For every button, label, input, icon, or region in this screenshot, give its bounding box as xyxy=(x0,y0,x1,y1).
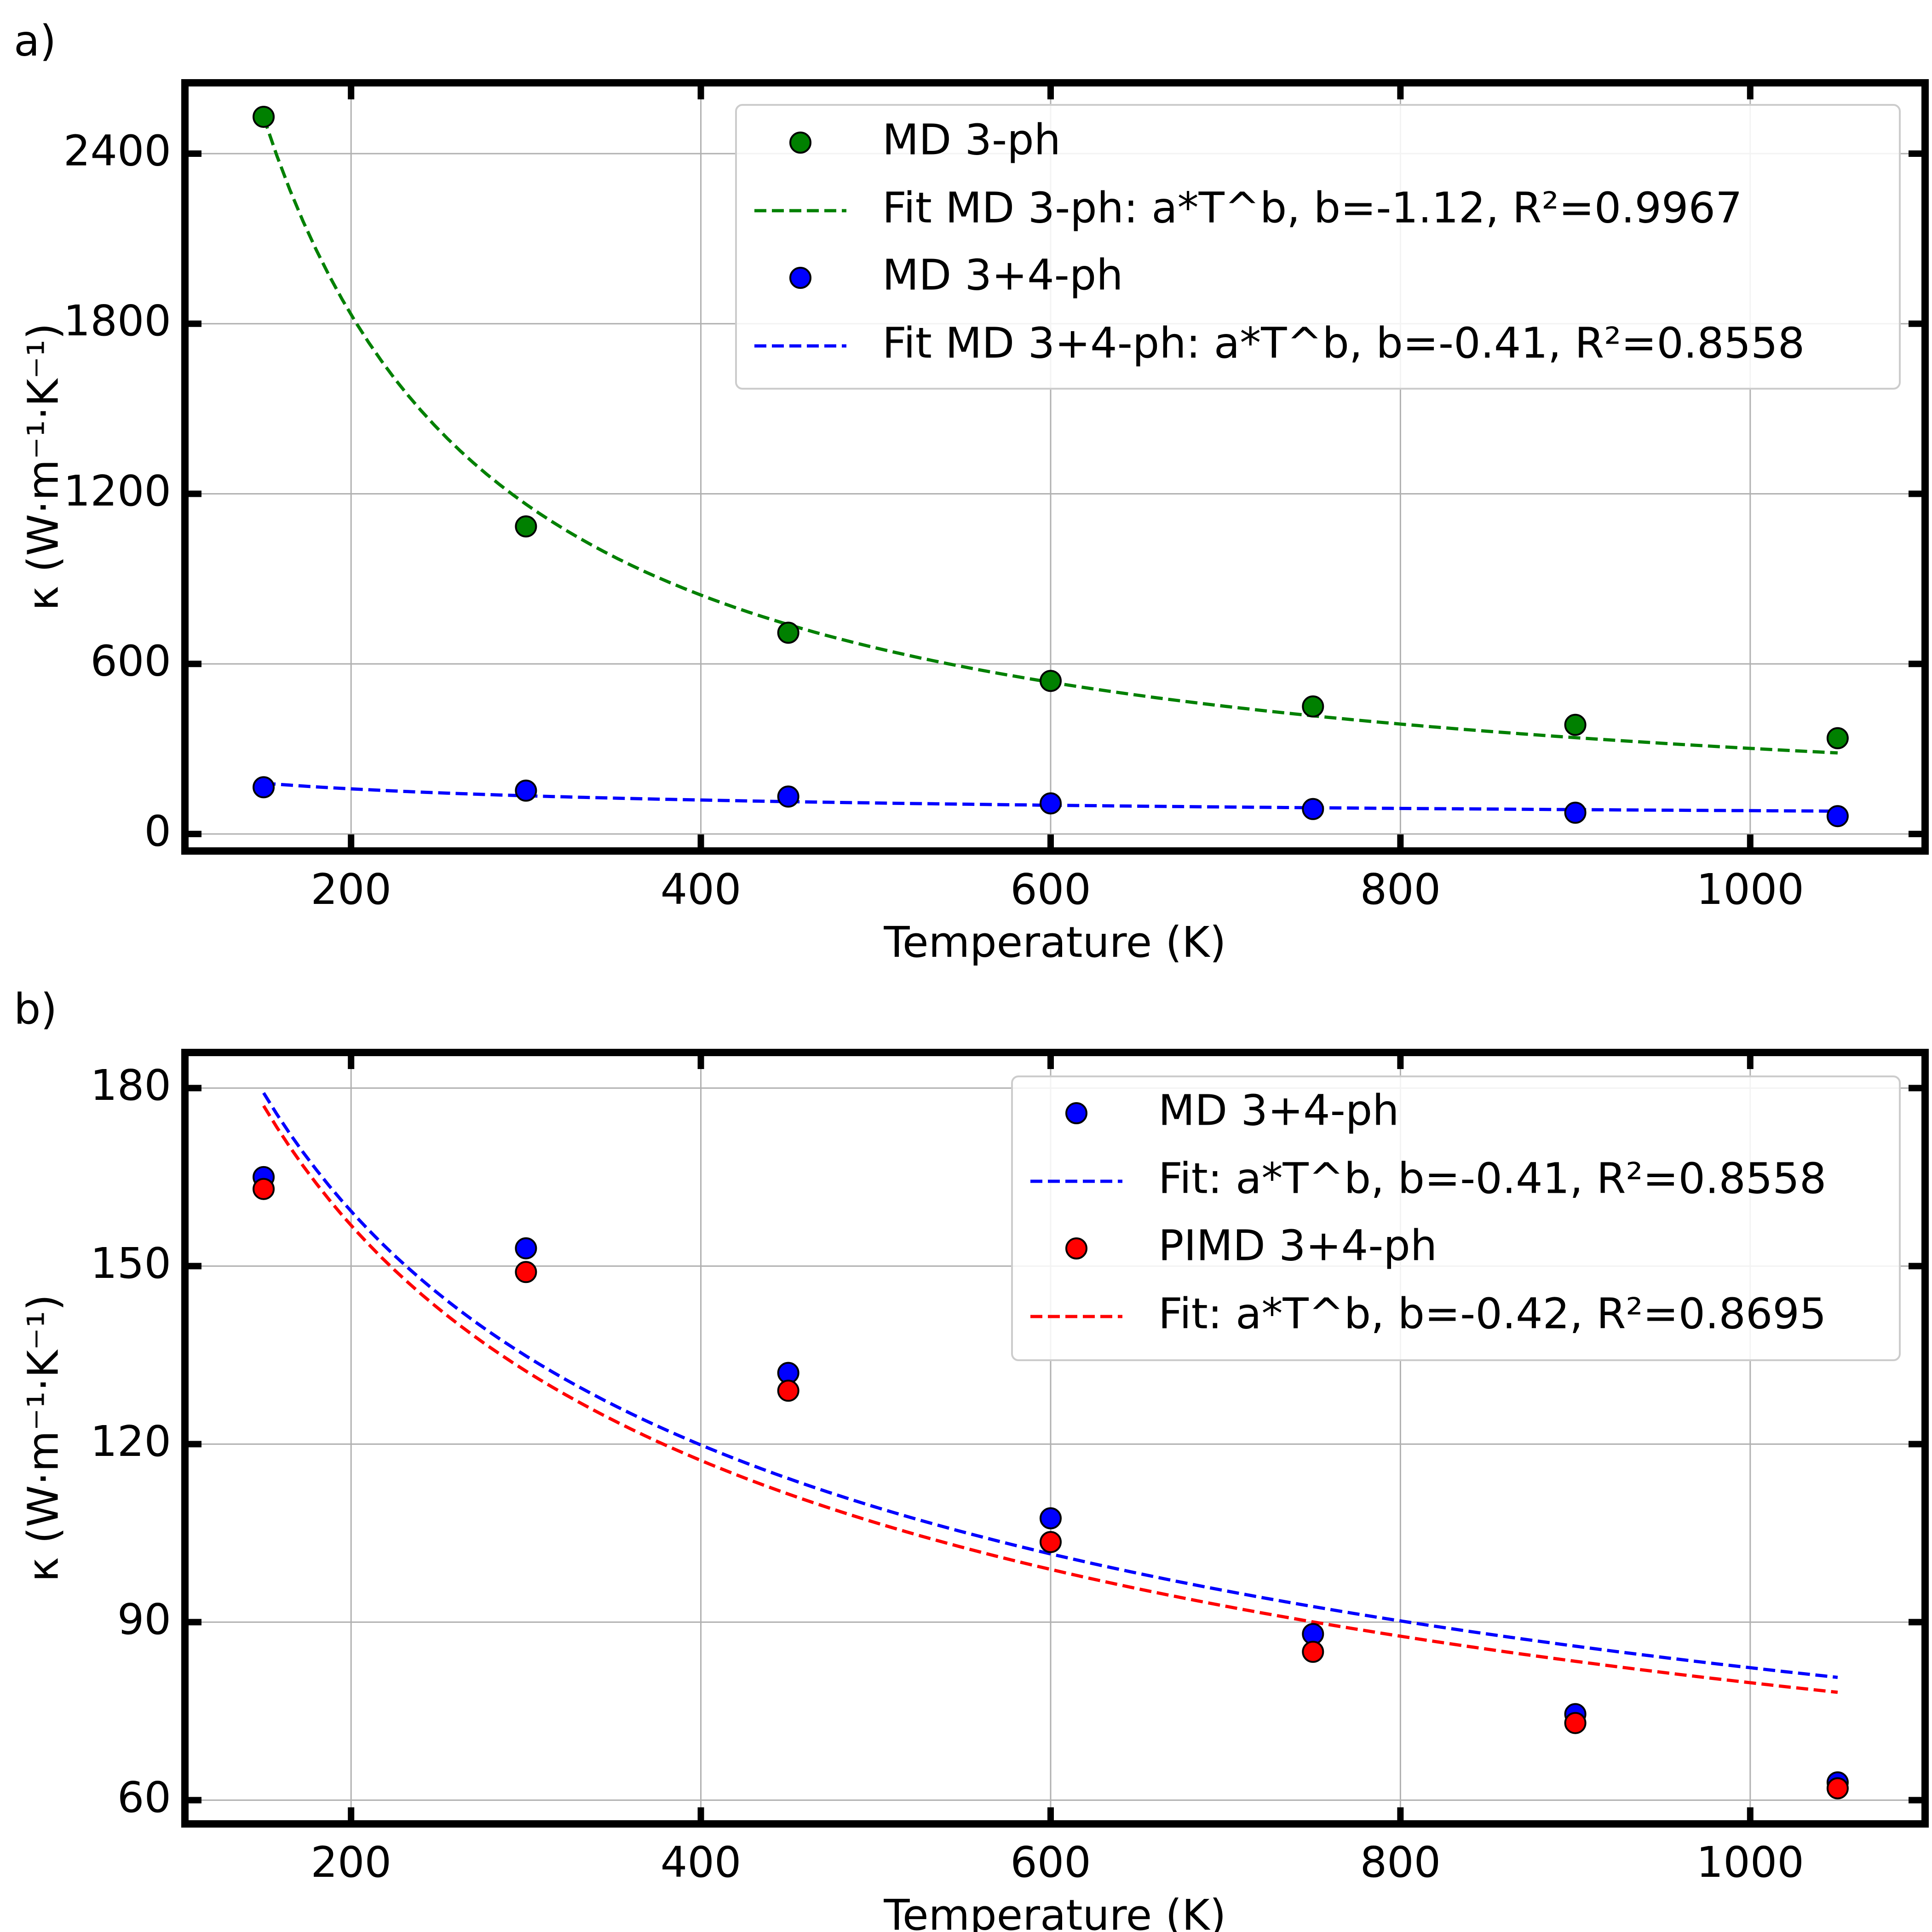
data-point xyxy=(515,515,537,538)
legend-box xyxy=(1011,1075,1901,1361)
data-point xyxy=(1039,670,1062,692)
data-point xyxy=(1302,798,1324,820)
data-point xyxy=(1039,1507,1062,1530)
data-point xyxy=(253,105,275,128)
y-tick-label: 60 xyxy=(117,1773,171,1822)
data-point xyxy=(515,779,537,802)
panel-label: a) xyxy=(14,16,56,65)
data-point xyxy=(1826,727,1849,749)
data-point xyxy=(1302,695,1324,718)
data-point xyxy=(1564,713,1587,736)
legend-marker xyxy=(1065,1102,1087,1124)
data-point xyxy=(1302,1640,1324,1663)
x-tick-label: 200 xyxy=(310,1838,391,1887)
x-tick-label: 400 xyxy=(661,865,742,914)
fit-line xyxy=(262,1105,1838,1694)
y-tick-label: 90 xyxy=(117,1595,171,1644)
data-point xyxy=(777,785,799,808)
data-point xyxy=(777,1380,799,1402)
data-point xyxy=(253,1178,275,1200)
panel-a-chart: a) 200 400 600 800 1000 0 600 1200 1800 2400 Temper… xyxy=(14,16,1929,967)
data-point xyxy=(1039,1531,1062,1553)
data-point xyxy=(1564,1712,1587,1734)
x-tick-label: 200 xyxy=(310,865,391,914)
x-tick-label: 1000 xyxy=(1696,1838,1804,1887)
data-point xyxy=(1826,1777,1849,1800)
panel-b-chart: b) 200 400 600 800 1000 60 90 120 150 180 Temperatu… xyxy=(14,984,1929,1932)
y-axis-label: κ (W·m⁻¹·K⁻¹) xyxy=(18,323,68,611)
x-tick-label: 800 xyxy=(1360,1838,1441,1887)
plot-frame xyxy=(181,1049,1929,1828)
legend-entry: MD 3-ph xyxy=(882,115,1061,164)
data-point xyxy=(253,776,275,799)
y-tick-label: 120 xyxy=(90,1417,171,1466)
x-axis-label: Temperature (K) xyxy=(883,1891,1226,1932)
y-tick-label: 1800 xyxy=(63,296,171,345)
legend-entry: PIMD 3+4-ph xyxy=(1158,1221,1437,1270)
x-tick-label: 600 xyxy=(1010,1838,1091,1887)
y-axis-label: κ (W·m⁻¹·K⁻¹) xyxy=(18,1294,68,1582)
x-tick-label: 600 xyxy=(1010,865,1091,914)
legend-marker xyxy=(1065,1237,1087,1259)
data-point xyxy=(1826,805,1849,828)
legend-entry: Fit MD 3+4-ph: a*T^b, b=-0.41, R²=0.8558 xyxy=(882,318,1805,368)
legend-entry: MD 3+4-ph xyxy=(1158,1086,1399,1135)
legend-marker xyxy=(789,267,811,289)
x-tick-label: 800 xyxy=(1360,865,1441,914)
data-point xyxy=(777,621,799,644)
legend-entry: Fit MD 3-ph: a*T^b, b=-1.12, R²=0.9967 xyxy=(882,183,1742,232)
y-tick-label: 180 xyxy=(90,1061,171,1110)
legend-entry: MD 3+4-ph xyxy=(882,250,1123,299)
y-tick-label: 150 xyxy=(90,1239,171,1288)
y-tick-label: 600 xyxy=(90,637,171,686)
x-tick-label: 1000 xyxy=(1696,865,1804,914)
y-tick-label: 1200 xyxy=(63,466,171,516)
x-tick-label: 400 xyxy=(661,1838,742,1887)
data-point xyxy=(1039,792,1062,815)
data-point xyxy=(515,1237,537,1259)
legend-box xyxy=(735,104,1901,390)
data-point xyxy=(515,1261,537,1283)
y-tick-label: 2400 xyxy=(63,126,171,175)
panel-label: b) xyxy=(14,984,57,1034)
legend-marker xyxy=(789,132,811,154)
legend-entry: Fit: a*T^b, b=-0.42, R²=0.8695 xyxy=(1158,1289,1826,1338)
plot-frame xyxy=(181,79,1929,855)
y-tick-label: 0 xyxy=(144,806,171,856)
fit-line xyxy=(262,1092,1838,1679)
legend-entry: Fit: a*T^b, b=-0.41, R²=0.8558 xyxy=(1158,1154,1826,1203)
data-point xyxy=(1564,801,1587,824)
x-axis-label: Temperature (K) xyxy=(883,918,1226,967)
